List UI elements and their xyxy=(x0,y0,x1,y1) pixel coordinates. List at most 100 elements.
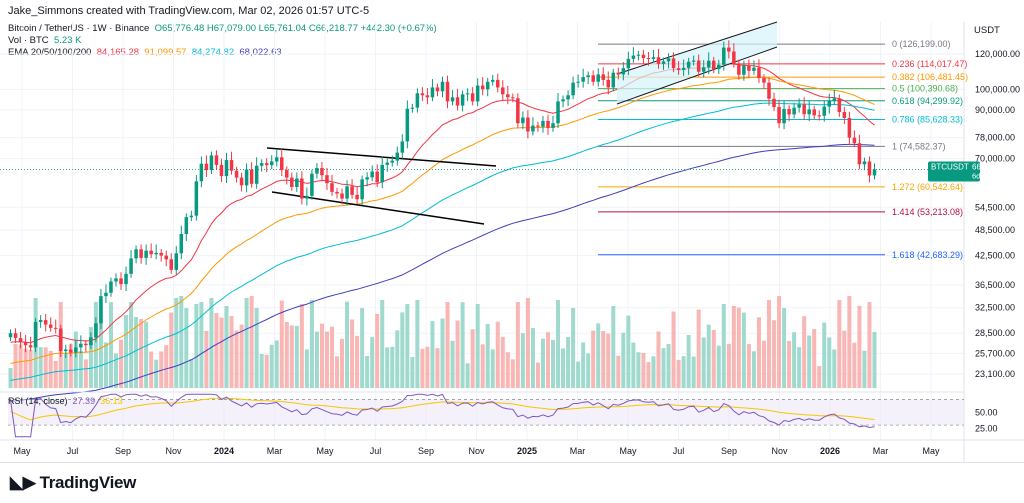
volume-bar xyxy=(591,330,596,388)
candle-body xyxy=(827,100,832,107)
candle-body xyxy=(521,117,525,124)
last-price-symbol: BTCUSDT xyxy=(931,162,969,171)
volume-bar xyxy=(415,300,420,388)
candle-body xyxy=(224,160,229,177)
candle-body xyxy=(701,67,706,72)
volume-bar xyxy=(144,321,149,388)
candle-body xyxy=(516,98,520,124)
creator-text: Jake_Simmons created with TradingView.co… xyxy=(8,5,370,17)
volume-bar xyxy=(500,336,505,388)
volume-bar xyxy=(797,347,802,388)
volume-bar xyxy=(390,346,395,388)
candle-body xyxy=(340,193,344,199)
rsi-legend[interactable]: RSI (14, close) 27.39 36.13 xyxy=(8,396,123,406)
volume-bar xyxy=(792,332,797,388)
volume-bar xyxy=(184,308,189,388)
fib-level-label: 0.786 (85,628.33) xyxy=(892,115,963,125)
volume-bar xyxy=(244,298,249,388)
candle-body xyxy=(490,79,495,82)
volume-bar xyxy=(857,306,862,388)
candle-body xyxy=(847,117,852,138)
price-tick-label: 25,700.00 xyxy=(975,348,1015,358)
candle-body xyxy=(641,54,646,59)
candle-body xyxy=(606,79,611,88)
volume-bar xyxy=(616,355,621,388)
volume-bar xyxy=(329,326,335,388)
volume-bar xyxy=(294,325,299,388)
candle-body xyxy=(837,98,842,113)
fib-level-label: 0.618 (94,299.92) xyxy=(892,96,963,106)
candle-body xyxy=(104,292,108,297)
volume-bar xyxy=(651,356,656,388)
volume-bar xyxy=(224,306,229,388)
candle-body xyxy=(867,161,872,176)
candle-body xyxy=(38,320,43,322)
candle-body xyxy=(154,252,158,255)
price-axis[interactable]: USDT xyxy=(964,22,1024,440)
candle-body xyxy=(94,323,98,338)
candle-body xyxy=(656,57,661,64)
candle-body xyxy=(862,161,867,165)
volume-bar xyxy=(746,344,751,388)
tradingview-logo[interactable]: ◣▶ TradingView xyxy=(10,473,136,493)
volume-bar xyxy=(465,363,470,388)
ema-row[interactable]: EMA 20/50/100/200 84,165.28 91,099.57 84… xyxy=(8,47,437,59)
price-chart[interactable]: 0 (126,199.00) 0.236 (114,017.47) 0.382 (1… xyxy=(0,0,1024,462)
candle-body xyxy=(601,74,605,80)
candle-body xyxy=(566,95,570,100)
volume-bar xyxy=(505,352,510,388)
candle-body xyxy=(501,87,505,95)
candle-body xyxy=(737,63,741,75)
volume-bar xyxy=(335,356,340,388)
volume-bar xyxy=(23,348,28,388)
candle-body xyxy=(812,109,816,116)
volume-bar xyxy=(736,307,741,388)
volume-bar xyxy=(515,302,520,388)
volume-bar xyxy=(696,309,701,388)
symbol-name[interactable]: Bitcoin / TetherUS · 1W · Binance xyxy=(8,23,150,34)
volume-bar xyxy=(520,333,525,388)
volume-bar xyxy=(641,352,646,388)
candle-body xyxy=(511,97,515,99)
time-axis-label: May xyxy=(922,446,940,456)
candle-body xyxy=(571,82,575,96)
volume-bar xyxy=(274,340,279,388)
price-tick-label: 23,100.00 xyxy=(975,369,1015,379)
time-axis-label: May xyxy=(316,446,334,456)
candle-body xyxy=(450,97,455,102)
volume-bar xyxy=(370,337,375,388)
time-axis-label: Jul xyxy=(673,446,685,456)
upper-trendline xyxy=(266,147,497,167)
candle-body xyxy=(767,82,771,99)
volume-bar xyxy=(802,316,807,388)
volume-bar xyxy=(199,302,204,388)
candle-body xyxy=(832,98,837,101)
ohlc-values: O65,776.48 H67,079.00 L65,761.04 C66,218… xyxy=(154,23,437,34)
volume-bar xyxy=(309,300,314,388)
volume-bar xyxy=(525,298,530,388)
volume-row[interactable]: Vol · BTC 5.23 K xyxy=(8,35,437,47)
candle-body xyxy=(189,215,194,218)
candle-body xyxy=(325,175,329,184)
lower-trendline xyxy=(271,191,485,225)
candle-body xyxy=(536,125,540,127)
time-axis-label: Sep xyxy=(721,446,737,456)
ema-line xyxy=(10,76,875,364)
candle-body xyxy=(405,108,410,142)
volume-bar xyxy=(164,345,169,388)
candle-body xyxy=(556,101,560,124)
volume-bar xyxy=(701,337,706,388)
candle-body xyxy=(681,67,686,70)
volume-bar xyxy=(124,314,129,388)
volume-bar xyxy=(345,301,350,388)
candle-body xyxy=(214,155,219,165)
volume-bar xyxy=(38,347,43,388)
candle-body xyxy=(99,296,103,324)
candle-body xyxy=(58,328,63,352)
price-tick-label: 100,000.00 xyxy=(975,84,1020,94)
candle-body xyxy=(305,195,309,199)
symbol-row[interactable]: Bitcoin / TetherUS · 1W · Binance O65,77… xyxy=(8,23,437,35)
rsi-tick-label: 25.00 xyxy=(975,423,998,433)
candle-body xyxy=(546,120,550,128)
candle-body xyxy=(772,98,776,108)
